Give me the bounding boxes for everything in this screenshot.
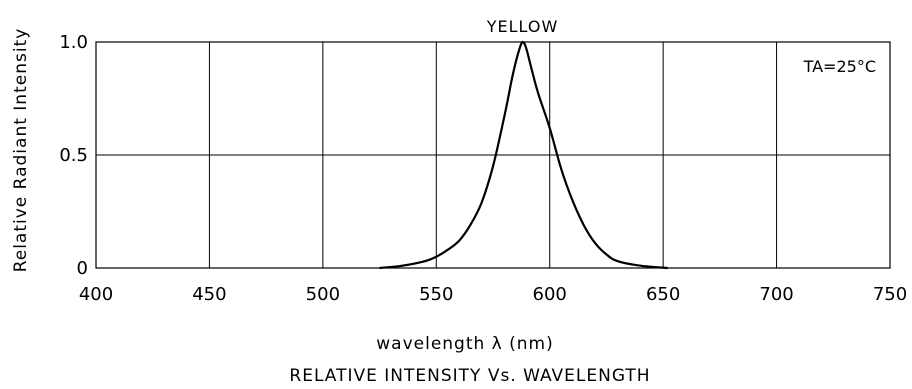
y-tick-labels: 0 0.5 1.0: [59, 32, 88, 279]
temperature-annotation: TA=25°C: [803, 57, 876, 76]
x-tick-label: 550: [419, 284, 453, 305]
x-tick-label: 400: [79, 284, 113, 305]
y-tick-label: 0.5: [59, 145, 88, 166]
x-tick-label: 450: [192, 284, 226, 305]
grid: [96, 42, 890, 268]
x-tick-label: 500: [306, 284, 340, 305]
x-tick-labels: 400 450 500 550 600 650 700 750: [79, 284, 907, 305]
y-tick-label: 1.0: [59, 32, 88, 53]
chart-title: YELLOW: [486, 17, 559, 36]
x-tick-label: 750: [873, 284, 907, 305]
y-axis-label: Relative Radiant Intensity: [11, 28, 31, 273]
x-tick-label: 700: [759, 284, 793, 305]
chart-caption: RELATIVE INTENSITY Vs. WAVELENGTH: [289, 366, 650, 386]
plot-frame: [95, 41, 891, 269]
x-tick-label: 650: [646, 284, 680, 305]
x-axis-label: wavelength λ (nm): [376, 334, 554, 354]
y-tick-label: 0: [77, 258, 88, 279]
x-tick-label: 600: [533, 284, 567, 305]
